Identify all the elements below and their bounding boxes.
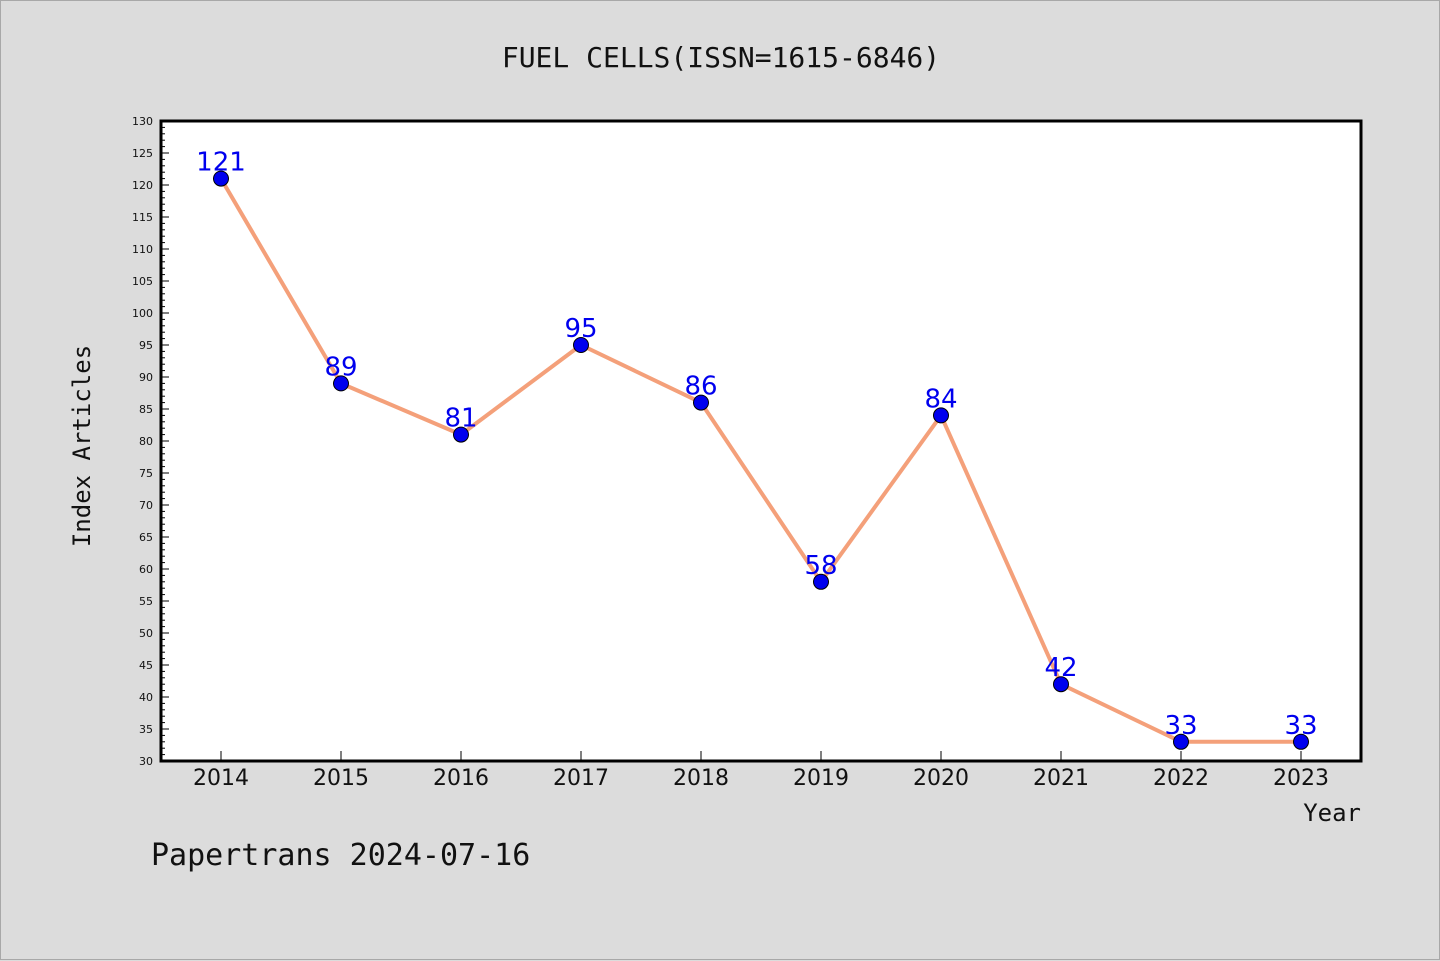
y-tick-label: 65 — [139, 531, 153, 544]
y-tick-label: 95 — [139, 339, 153, 352]
y-tick-label: 45 — [139, 659, 153, 672]
x-tick-label: 2019 — [793, 766, 849, 791]
x-axis-title: Year — [1303, 799, 1361, 827]
x-tick-label: 2021 — [1033, 766, 1089, 791]
data-point — [213, 170, 229, 187]
data-point — [813, 573, 829, 590]
x-tick-label: 2022 — [1153, 766, 1209, 791]
data-point — [1053, 676, 1069, 693]
y-tick-label: 60 — [139, 563, 153, 576]
y-tick-label: 75 — [139, 467, 153, 480]
x-tick-label: 2016 — [433, 766, 489, 791]
y-tick-label: 50 — [139, 627, 153, 640]
y-tick-label: 115 — [132, 211, 153, 224]
data-label: 86 — [684, 372, 717, 402]
data-point — [453, 426, 469, 443]
data-label: 33 — [1284, 711, 1317, 741]
data-label: 58 — [804, 551, 837, 581]
chart-title: FUEL CELLS(ISSN=1615-6846) — [502, 41, 940, 74]
y-tick-label: 30 — [139, 755, 153, 768]
y-tick-label: 110 — [132, 243, 153, 256]
y-tick-label: 100 — [132, 307, 153, 320]
data-label: 84 — [924, 384, 957, 414]
x-tick-label: 2020 — [913, 766, 969, 791]
data-markers — [213, 170, 1309, 750]
data-label: 33 — [1164, 711, 1197, 741]
y-tick-label: 80 — [139, 435, 153, 448]
y-tick-label: 70 — [139, 499, 153, 512]
data-label: 121 — [196, 148, 246, 178]
y-tick-label: 55 — [139, 595, 153, 608]
data-point — [1293, 733, 1309, 750]
data-point — [933, 407, 949, 424]
y-tick-label: 40 — [139, 691, 153, 704]
x-tick-label: 2017 — [553, 766, 609, 791]
data-labels: 121 89 81 95 86 58 84 42 33 33 — [196, 148, 1317, 741]
x-tick-label: 2014 — [193, 766, 249, 791]
data-point — [1173, 733, 1189, 750]
x-tick-label: 2023 — [1273, 766, 1329, 791]
y-tick-label: 35 — [139, 723, 153, 736]
y-tick-label: 130 — [132, 115, 153, 128]
data-label: 42 — [1044, 653, 1077, 683]
y-tick-label: 85 — [139, 403, 153, 416]
y-tick-label: 125 — [132, 147, 153, 160]
y-tick-label: 120 — [132, 179, 153, 192]
data-point — [333, 375, 349, 392]
data-label: 89 — [324, 352, 357, 382]
y-axis-title: Index Articles — [68, 345, 96, 547]
series-line-group — [219, 177, 1301, 744]
data-label: 95 — [564, 314, 597, 344]
y-axis: 30 35 40 45 50 55 60 65 70 75 80 85 90 95 100 105 110 115… — [132, 115, 169, 768]
footer-watermark: Papertrans 2024-07-16 — [151, 838, 530, 873]
x-tick-label: 2018 — [673, 766, 729, 791]
y-tick-label: 90 — [139, 371, 153, 384]
x-tick-label: 2015 — [313, 766, 369, 791]
y-tick-label: 105 — [132, 275, 153, 288]
data-point — [693, 394, 709, 411]
x-axis: 2014 2015 2016 2017 2018 2019 2020 2021 2022 2023 — [193, 751, 1329, 791]
data-point — [573, 337, 589, 353]
data-label: 81 — [444, 404, 477, 434]
series-line — [219, 177, 1301, 744]
plot-area — [159, 119, 1363, 763]
